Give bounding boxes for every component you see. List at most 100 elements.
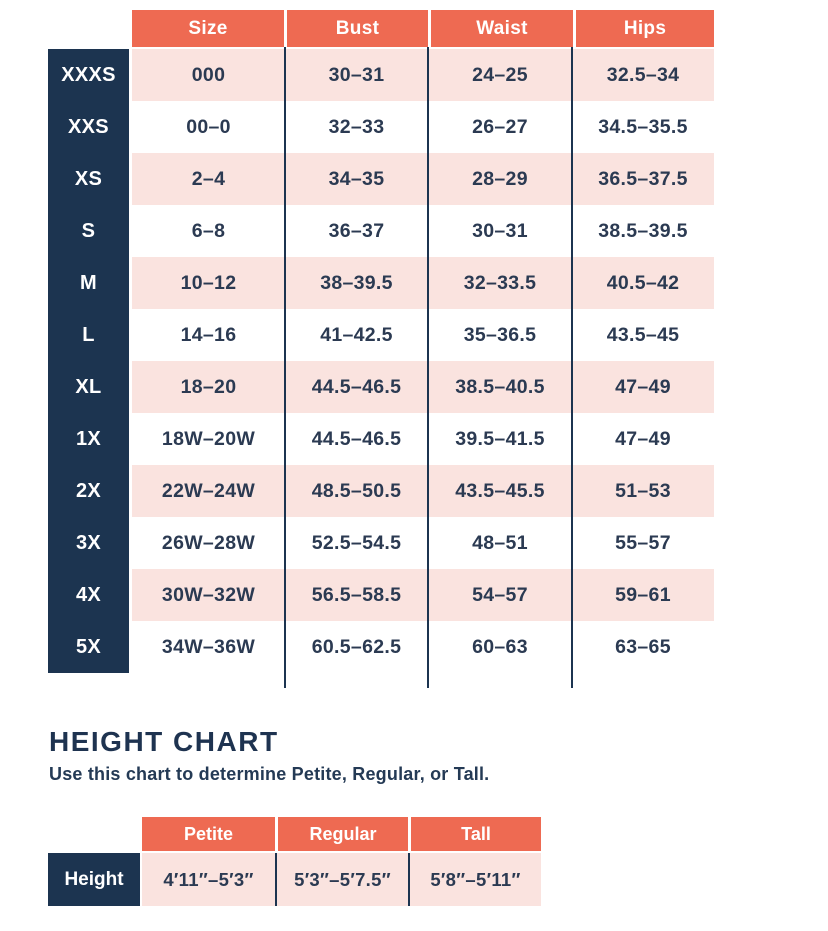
table-row-3x: 3X 26W–28W 52.5–54.5 48–51 55–57 [48,517,714,569]
row-label: 4X [48,569,129,621]
column-header-hips: Hips [576,10,714,47]
cell-bust: 38–39.5 [320,271,393,294]
cell-hips: 63–65 [615,635,671,658]
table-row-l: L 14–16 41–42.5 35–36.5 43.5–45 [48,309,714,361]
cell-size: 6–8 [191,219,226,242]
cell-waist: 38.5–40.5 [455,375,545,398]
cell-bust: 44.5–46.5 [311,427,402,450]
cell-hips: 59–61 [615,583,671,606]
row-cells: 6–8 36–37 30–31 38.5–39.5 [132,205,714,257]
table-row-1x: 1X 18W–20W 44.5–46.5 39.5–41.5 47–49 [48,413,714,465]
table-row-m: M 10–12 38–39.5 32–33.5 40.5–42 [48,257,714,309]
row-cells: 22W–24W 48.5–50.5 43.5–45.5 51–53 [132,465,714,517]
column-divider [284,47,286,688]
cell-size: 34W–36W [161,635,256,658]
table-row-5x: 5X 34W–36W 60.5–62.5 60–63 63–65 [48,621,714,673]
row-cells: 000 30–31 24–25 32.5–34 [132,49,714,101]
cell-waist: 39.5–41.5 [455,427,545,450]
cell-hips: 47–49 [615,375,671,398]
row-label: XS [48,153,129,205]
cell-waist: 26–27 [472,115,528,138]
cell-hips: 36.5–37.5 [598,167,688,190]
row-cells: 30W–32W 56.5–58.5 54–57 59–61 [132,569,714,621]
row-cells: 34W–36W 60.5–62.5 60–63 63–65 [132,621,714,673]
cell-size: 30W–32W [161,583,256,606]
cell-bust: 56.5–58.5 [311,583,402,606]
cell-waist: 54–57 [472,583,528,606]
column-header-petite: Petite [142,817,275,851]
cell-size: 14–16 [180,323,237,346]
size-chart-body: XXXS 000 30–31 24–25 32.5–34 XXS 00–0 32… [48,49,714,673]
cell-size: 18W–20W [161,427,256,450]
row-cells: 26W–28W 52.5–54.5 48–51 55–57 [132,517,714,569]
height-chart-table: Petite Regular Tall Height 4′11″–5′3″ 5′… [48,817,541,906]
cell-bust: 48.5–50.5 [311,479,402,502]
cell-hips: 47–49 [615,427,671,450]
cell-hips: 43.5–45 [606,323,680,346]
row-label: XXXS [48,49,129,101]
table-row-xxxs: XXXS 000 30–31 24–25 32.5–34 [48,49,714,101]
cell-waist: 43.5–45.5 [455,479,545,502]
cell-size: 10–12 [180,271,237,294]
cell-waist: 60–63 [472,635,528,658]
row-label: XL [48,361,129,413]
row-cells: 4′11″–5′3″ 5′3″–5′7.5″ 5′8″–5′11″ [142,853,541,906]
column-header-regular: Regular [278,817,408,851]
cell-petite: 4′11″–5′3″ [163,868,254,890]
cell-waist: 30–31 [472,219,528,242]
row-cells: 14–16 41–42.5 35–36.5 43.5–45 [132,309,714,361]
row-label: M [48,257,129,309]
row-cells: 2–4 34–35 28–29 36.5–37.5 [132,153,714,205]
row-label: 2X [48,465,129,517]
row-cells: 18W–20W 44.5–46.5 39.5–41.5 47–49 [132,413,714,465]
cell-size: 22W–24W [161,479,256,502]
cell-size: 18–20 [180,375,237,398]
table-row-xl: XL 18–20 44.5–46.5 38.5–40.5 47–49 [48,361,714,413]
row-label: S [48,205,129,257]
cell-tall: 5′8″–5′11″ [408,853,541,906]
row-label: Height [48,853,140,906]
cell-waist: 28–29 [472,167,528,190]
column-header-waist: Waist [431,10,573,47]
column-header-tall: Tall [411,817,541,851]
cell-bust: 44.5–46.5 [311,375,402,398]
cell-hips: 38.5–39.5 [598,219,688,242]
cell-bust: 32–33 [328,115,385,138]
cell-hips: 34.5–35.5 [598,115,688,138]
table-row-4x: 4X 30W–32W 56.5–58.5 54–57 59–61 [48,569,714,621]
table-row-xs: XS 2–4 34–35 28–29 36.5–37.5 [48,153,714,205]
column-divider [427,47,429,688]
row-label: 3X [48,517,129,569]
table-row-s: S 6–8 36–37 30–31 38.5–39.5 [48,205,714,257]
cell-bust: 36–37 [328,219,385,242]
cell-bust: 60.5–62.5 [311,635,402,658]
height-chart-header-row: Petite Regular Tall [142,817,541,851]
cell-hips: 40.5–42 [606,271,680,294]
cell-size: 00–0 [186,115,231,138]
cell-bust: 30–31 [328,63,385,86]
cell-size: 2–4 [191,167,226,190]
cell-hips: 51–53 [615,479,671,502]
column-header-bust: Bust [287,10,428,47]
column-divider [571,47,573,688]
table-row-2x: 2X 22W–24W 48.5–50.5 43.5–45.5 51–53 [48,465,714,517]
cell-waist: 48–51 [472,531,528,554]
row-label: 5X [48,621,129,673]
cell-waist: 35–36.5 [463,323,537,346]
size-chart-table: Size Bust Waist Hips XXXS 000 30–31 24–2… [48,10,714,688]
table-row-height: Height 4′11″–5′3″ 5′3″–5′7.5″ 5′8″–5′11″ [48,853,541,906]
cell-bust: 41–42.5 [320,323,393,346]
table-row-xxs: XXS 00–0 32–33 26–27 34.5–35.5 [48,101,714,153]
height-chart-title: HEIGHT CHART [49,726,279,757]
cell-regular: 5′3″–5′7.5″ [275,853,408,906]
cell-hips: 32.5–34 [606,63,680,86]
cell-size: 000 [191,63,226,86]
cell-bust: 34–35 [328,167,385,190]
size-chart-header-row: Size Bust Waist Hips [132,10,714,47]
row-cells: 00–0 32–33 26–27 34.5–35.5 [132,101,714,153]
cell-size: 26W–28W [161,531,256,554]
cell-waist: 32–33.5 [463,271,537,294]
row-cells: 18–20 44.5–46.5 38.5–40.5 47–49 [132,361,714,413]
column-header-size: Size [132,10,284,47]
cell-bust: 52.5–54.5 [311,531,402,554]
